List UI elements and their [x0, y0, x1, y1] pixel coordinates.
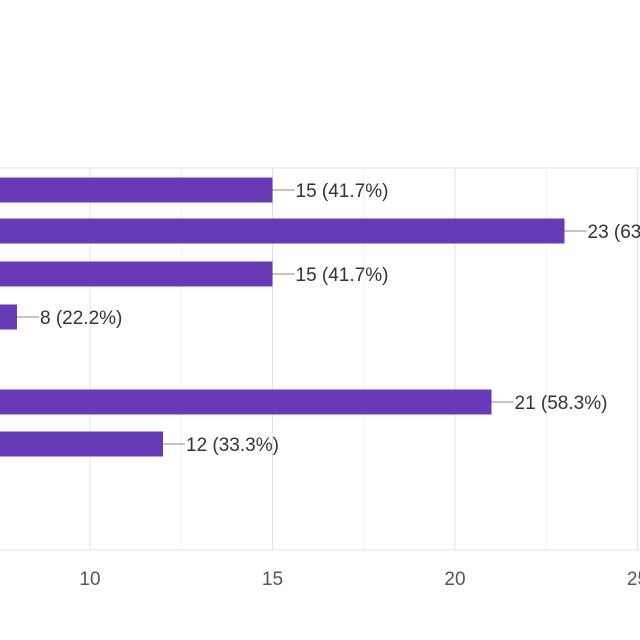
data-label-3: 8 (22.2%)	[40, 308, 122, 329]
data-label-6: 12 (33.3%)	[186, 435, 279, 456]
bar-0	[0, 177, 273, 203]
bars	[0, 177, 565, 457]
data-labels: 15 (41.7%) 23 (63.9%) 15 (41.7%) 8 (22.2%) 2…	[17, 181, 640, 456]
x-tick-label-15: 15	[262, 569, 283, 590]
x-axis-ticks: 10 15 20 25	[79, 569, 640, 590]
x-tick-label-25: 25	[627, 569, 640, 590]
data-label-0: 15 (41.7%)	[296, 181, 389, 202]
bar-1	[0, 218, 565, 244]
data-label-5: 21 (58.3%)	[515, 393, 608, 414]
x-tick-label-20: 20	[444, 569, 465, 590]
bar-3	[0, 304, 17, 330]
bar-5	[0, 389, 492, 415]
bar-2	[0, 261, 273, 287]
data-label-1: 23 (63.9%)	[588, 222, 640, 243]
data-label-2: 15 (41.7%)	[296, 265, 389, 286]
x-tick-label-10: 10	[79, 569, 100, 590]
bar-6	[0, 431, 163, 457]
